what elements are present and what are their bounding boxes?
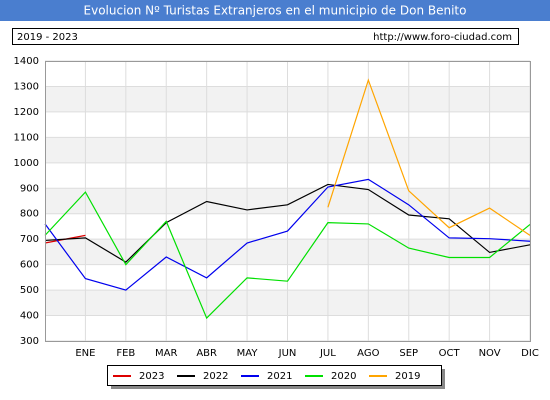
x-tick-label: AGO — [357, 348, 379, 359]
legend-label: 2023 — [139, 371, 164, 382]
y-tick-label: 1000 — [14, 158, 39, 169]
x-tick-label: SEP — [399, 348, 418, 359]
y-tick-label: 500 — [20, 285, 39, 296]
info-box — [12, 28, 519, 45]
y-tick-label: 1400 — [14, 56, 39, 67]
legend-label: 2019 — [395, 371, 420, 382]
x-tick-label: JUN — [278, 348, 297, 359]
source: http://www.foro-ciudad.com — [373, 32, 512, 43]
y-tick-label: 600 — [20, 260, 39, 271]
y-tick-label: 300 — [20, 336, 39, 347]
y-tick-label: 1100 — [14, 132, 39, 143]
y-tick-label: 400 — [20, 311, 39, 322]
x-tick-label: NOV — [479, 348, 501, 359]
y-tick-label: 1200 — [14, 107, 39, 118]
legend-label: 2022 — [203, 371, 228, 382]
plot-border — [45, 61, 531, 342]
legend-label: 2020 — [331, 371, 356, 382]
x-tick-label: ABR — [196, 348, 217, 359]
period: 2019 - 2023 — [17, 32, 78, 43]
y-tick-label: 700 — [20, 234, 39, 245]
y-tick-label: 1300 — [14, 81, 39, 92]
chart-title: Evolucion Nº Turistas Extranjeros en el … — [84, 4, 467, 18]
series-line — [44, 191, 531, 320]
x-tick-label: OCT — [439, 348, 461, 359]
x-tick-label: DIC — [521, 348, 539, 359]
y-tick-label: 800 — [20, 209, 39, 220]
series-line — [44, 183, 531, 263]
y-tick-label: 900 — [20, 183, 39, 194]
x-tick-label: FEB — [116, 348, 135, 359]
legend — [107, 365, 442, 386]
x-tick-label: MAY — [237, 348, 259, 359]
series-line — [44, 178, 531, 291]
legend-label: 2021 — [267, 371, 292, 382]
x-tick-label: ENE — [75, 348, 95, 359]
title-bar — [0, 0, 550, 21]
series-line — [327, 78, 531, 236]
x-tick-label: JUL — [319, 348, 336, 359]
x-tick-label: MAR — [155, 348, 177, 359]
